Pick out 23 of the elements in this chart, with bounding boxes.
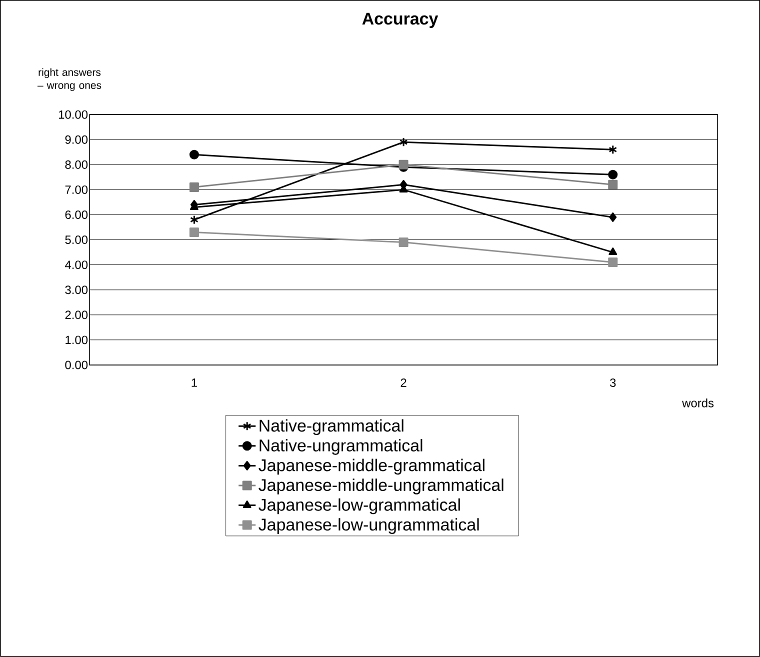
chart-title: Accuracy xyxy=(362,12,438,28)
y-tick-label: 8.00 xyxy=(65,160,88,169)
legend-label: Japanese-middle-ungrammatical xyxy=(258,478,504,494)
y-tick-label: 7.00 xyxy=(65,186,88,194)
x-tick-label: 3 xyxy=(610,378,616,388)
legend-label: Japanese-low-ungrammatical xyxy=(258,518,479,534)
x-axis-title: words xyxy=(682,398,714,408)
y-tick-label: 0.00 xyxy=(65,360,88,370)
legend-label: Japanese-middle-grammatical xyxy=(258,458,484,475)
y-tick-label: 5.00 xyxy=(65,236,88,244)
y-axis-title: right answers – wrong ones xyxy=(37,68,102,92)
x-tick-label: 2 xyxy=(400,378,406,387)
y-tick-label: 1.00 xyxy=(66,336,88,344)
legend-label: Japanese-low-grammatical xyxy=(258,498,460,514)
y-tick-label: 9.00 xyxy=(65,135,88,144)
y-tick-label: 4.00 xyxy=(65,260,88,270)
y-tick-label: 2.00 xyxy=(65,310,88,320)
y-tick-label: 10.00 xyxy=(58,110,88,119)
y-tick-label: 6.00 xyxy=(65,210,88,220)
legend-label: Native-ungrammatical xyxy=(260,439,422,455)
y-tick-label: 3.00 xyxy=(65,286,88,294)
x-tick-label: 1 xyxy=(192,378,197,387)
legend-label: Native-grammatical xyxy=(260,419,404,436)
